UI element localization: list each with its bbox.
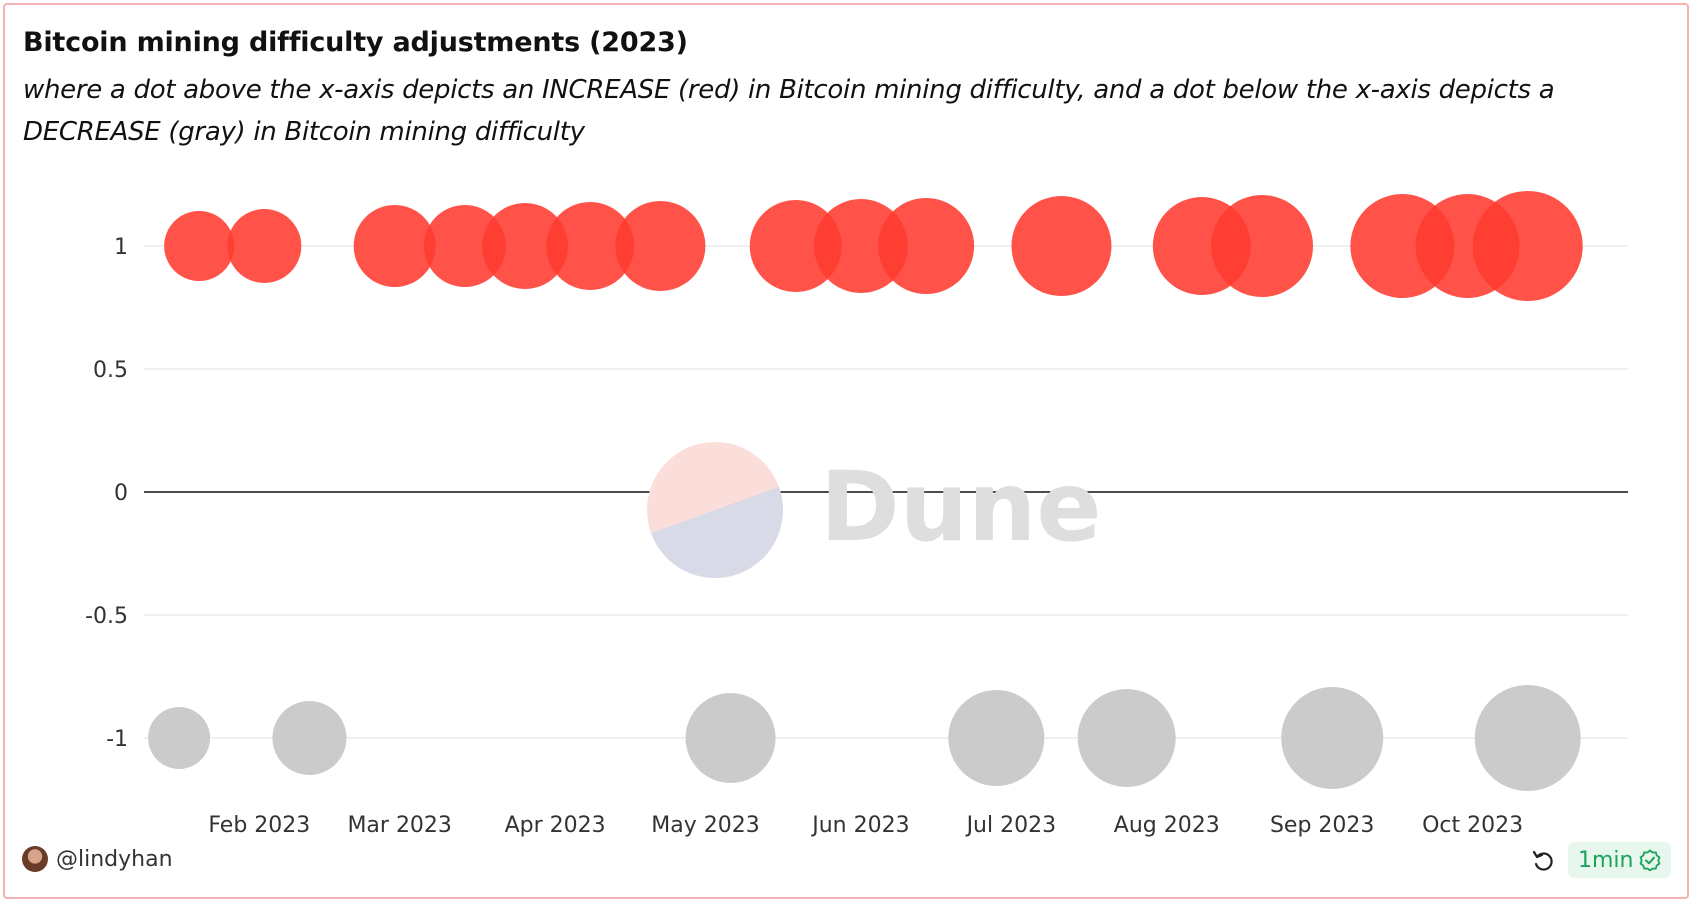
increase-point <box>423 205 506 287</box>
freshness-badge[interactable]: 1min <box>1568 842 1672 878</box>
increase-point <box>164 211 235 281</box>
refresh-button[interactable] <box>1528 846 1558 876</box>
y-tick-label: -0.5 <box>85 604 128 629</box>
x-tick-label: Mar 2023 <box>347 813 452 838</box>
increase-point <box>615 201 706 291</box>
decrease-point <box>1474 685 1581 791</box>
y-tick-label: 0.5 <box>93 358 128 383</box>
increase-point <box>1472 191 1583 301</box>
watermark-logo-bottom <box>651 486 783 578</box>
increase-point <box>1211 195 1314 297</box>
increase-point <box>1011 196 1112 296</box>
freshness-text: 1min <box>1578 847 1634 873</box>
x-tick-label: Oct 2023 <box>1422 813 1523 838</box>
x-tick-label: May 2023 <box>651 813 759 838</box>
x-tick-label: Sep 2023 <box>1270 813 1374 838</box>
increase-point <box>878 198 975 294</box>
x-tick-label: Aug 2023 <box>1114 813 1220 838</box>
increase-point <box>482 203 569 289</box>
chart-subtitle: where a dot above the x-axis depicts an … <box>23 75 1555 147</box>
increase-point <box>353 205 436 287</box>
x-tick-label: Apr 2023 <box>505 813 606 838</box>
decrease-point <box>272 701 347 775</box>
watermark-text: Dune <box>820 451 1101 563</box>
avatar <box>22 846 48 872</box>
increase-point <box>546 202 635 290</box>
check-circle-icon <box>1640 849 1661 871</box>
author-link[interactable]: @lindyhan <box>22 846 173 872</box>
y-tick-label: 0 <box>114 481 128 506</box>
x-tick-label: Jun 2023 <box>810 813 909 838</box>
decrease-point <box>1077 689 1176 787</box>
x-tick-label: Jul 2023 <box>965 813 1057 838</box>
chart-title: Bitcoin mining difficulty adjustments (2… <box>23 27 688 58</box>
author-handle: @lindyhan <box>56 846 173 872</box>
x-tick-label: Feb 2023 <box>208 813 310 838</box>
decrease-point <box>685 693 776 783</box>
increase-point <box>749 200 842 292</box>
y-tick-label: -1 <box>106 727 128 752</box>
decrease-point <box>148 707 211 769</box>
refresh-icon <box>1532 850 1553 871</box>
y-tick-label: 1 <box>114 235 128 260</box>
decrease-point <box>1281 687 1384 789</box>
increase-point <box>227 209 302 283</box>
decrease-point <box>948 690 1045 786</box>
